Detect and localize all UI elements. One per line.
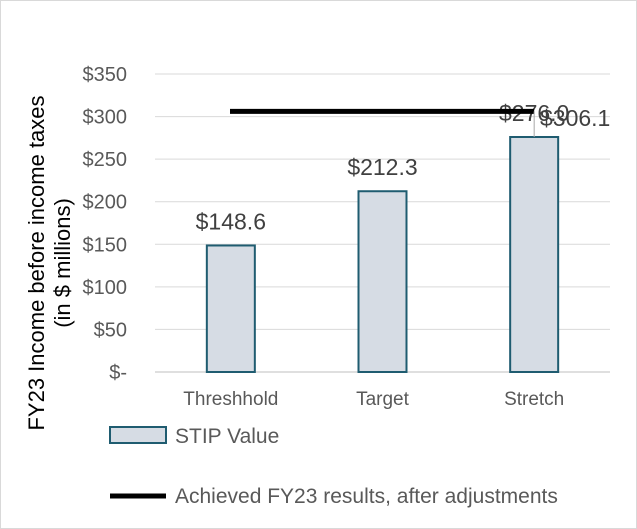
reference-line-label: $306.1 xyxy=(540,105,610,131)
y-tick-label: $200 xyxy=(83,192,128,214)
x-tick-label-stretch: Stretch xyxy=(504,389,564,410)
y-axis-title-line-1: FY23 Income before income taxes xyxy=(24,95,49,430)
y-tick-label: $150 xyxy=(83,234,128,256)
reference-line-group: $306.1 xyxy=(230,105,610,138)
x-tick-label-threshhold: Threshhold xyxy=(183,389,278,410)
x-tick-label-target: Target xyxy=(356,389,410,410)
y-tick-label: $- xyxy=(109,362,127,384)
bar-threshhold xyxy=(205,244,256,373)
legend-label-achieved: Achieved FY23 results, after adjustments xyxy=(175,485,558,508)
y-axis-title-line-2: (in $ millions) xyxy=(50,198,75,328)
y-tick-label: $100 xyxy=(83,277,128,299)
y-tick-label: $300 xyxy=(83,107,128,129)
y-tick-label: $350 xyxy=(83,64,128,86)
y-tick-label: $50 xyxy=(94,319,127,341)
legend: STIP Value Achieved FY23 results, after … xyxy=(109,425,558,508)
y-tick-label: $250 xyxy=(83,149,128,171)
data-label-target: $212.3 xyxy=(347,154,417,180)
y-axis: $- $50 $100 $150 $200 $250 $300 $350 xyxy=(83,64,128,384)
x-axis: Threshhold Target Stretch xyxy=(183,389,564,410)
legend-swatch-stip-value xyxy=(109,426,167,444)
bars: $148.6$212.3$276.0 xyxy=(196,100,569,373)
bar-stretch xyxy=(509,136,560,373)
data-label-threshhold: $148.6 xyxy=(196,208,266,234)
bar-target xyxy=(357,190,408,373)
legend-label-stip-value: STIP Value xyxy=(175,425,279,448)
